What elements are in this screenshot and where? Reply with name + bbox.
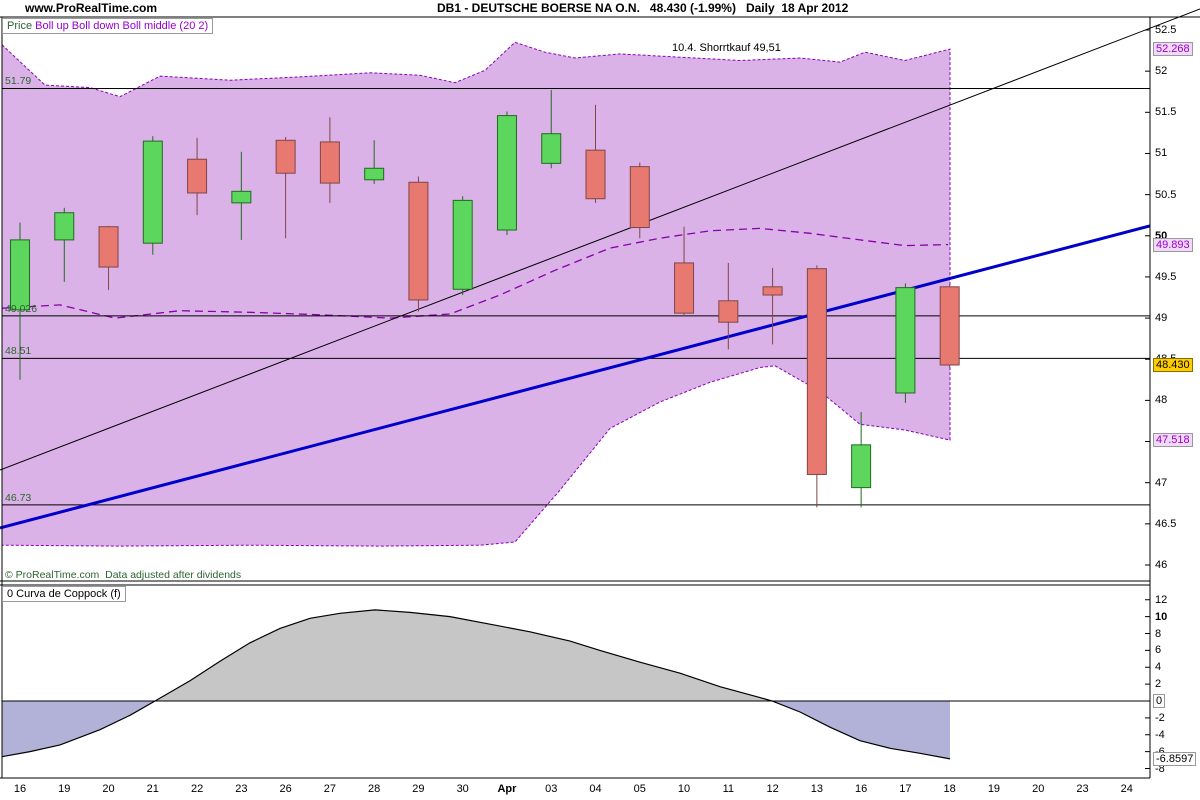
hline-value-label: 49.026	[5, 302, 38, 315]
coppock-axis-tick: -6	[1155, 746, 1165, 758]
price-axis-tick: 50.5	[1155, 188, 1177, 201]
x-axis-date: 10	[677, 783, 691, 795]
coppock-axis-tick: 8	[1155, 627, 1162, 640]
price-axis-tick: 48	[1155, 394, 1168, 407]
x-axis-date: 21	[146, 783, 159, 795]
bollinger-label: Boll up Boll down Boll middle (20 2)	[32, 20, 209, 32]
x-axis-date: 19	[987, 783, 1001, 795]
hline-value-label: 51.79	[5, 75, 32, 88]
x-axis-date: 13	[810, 783, 823, 795]
coppock-axis-tick: 10	[1155, 610, 1168, 623]
price-axis-tick: 52	[1155, 65, 1168, 78]
x-axis-date: 03	[545, 783, 558, 795]
coppock-axis-tick: -8	[1155, 762, 1165, 775]
x-axis-date: 23	[235, 783, 248, 795]
bollinger-value-box: 47.518	[1153, 433, 1193, 448]
coppock-axis-tick: 6	[1155, 644, 1162, 657]
price-axis-tick: 49.5	[1155, 270, 1177, 283]
price-axis-tick: 52.5	[1155, 24, 1177, 36]
price-axis-tick: 51	[1155, 147, 1168, 160]
x-axis-date: 18	[943, 783, 956, 795]
x-axis-date: 28	[368, 783, 381, 795]
x-axis-date: 22	[190, 783, 204, 795]
x-axis-date: 12	[766, 783, 779, 795]
x-axis-date: 11	[722, 783, 735, 795]
price-label: Price	[7, 20, 33, 32]
bollinger-value-box: 49.893	[1153, 237, 1193, 252]
x-axis-date: 17	[899, 783, 912, 795]
coppock-axis-tick: 4	[1155, 661, 1162, 674]
chart-title: DB1 - DEUTSCHE BOERSE NA O.N. 48.430 (-1…	[437, 1, 849, 15]
bollinger-value-box: 52.268	[1153, 42, 1193, 57]
trade-annotation: 10.4. Shorrtkauf 49,51	[672, 42, 781, 54]
price-axis-tick: 46.5	[1155, 517, 1177, 530]
x-axis-date: 29	[412, 783, 425, 795]
x-axis-date: 05	[633, 783, 646, 795]
coppock-axis-tick: -2	[1155, 711, 1165, 724]
price-axis-tick: 51.5	[1155, 106, 1177, 119]
hline-value-label: 46.73	[5, 491, 32, 504]
coppock-value-box: 0	[1153, 694, 1166, 708]
hline-value-label: 48.51	[5, 345, 32, 358]
x-axis-date: 04	[589, 783, 602, 795]
price-axis-tick: 47	[1155, 476, 1168, 489]
x-axis-date: 23	[1076, 783, 1089, 795]
x-axis-date: 26	[279, 783, 292, 795]
coppock-axis-tick: -4	[1155, 728, 1165, 741]
coppock-indicator-label[interactable]: 0 Curva de Coppock (f)	[2, 586, 126, 602]
x-axis-date: 19	[58, 783, 71, 795]
x-axis-date: 24	[1120, 783, 1133, 795]
x-axis-date: 27	[323, 783, 336, 795]
x-axis-date: 16	[13, 783, 27, 795]
site-logo[interactable]: www.ProRealTime.com	[25, 1, 158, 15]
x-axis-date: Apr	[497, 783, 517, 795]
price-indicator-label[interactable]: Price Boll up Boll down Boll middle (20 …	[2, 18, 214, 34]
coppock-axis-tick: 12	[1155, 593, 1168, 606]
coppock-value-box: -6.8597	[1153, 751, 1197, 766]
x-axis-date: 20	[1032, 783, 1045, 795]
x-axis-date: 30	[456, 783, 469, 795]
coppock-axis-tick: 2	[1155, 678, 1162, 691]
price-axis-tick: 46	[1155, 559, 1168, 571]
price-axis-tick: 49	[1155, 312, 1168, 325]
last-price-box: 48.430	[1153, 357, 1193, 372]
copyright-note: © ProRealTime.com Data adjusted after di…	[5, 569, 242, 581]
x-axis-date: 20	[102, 783, 115, 795]
x-axis-date: 16	[855, 783, 868, 795]
